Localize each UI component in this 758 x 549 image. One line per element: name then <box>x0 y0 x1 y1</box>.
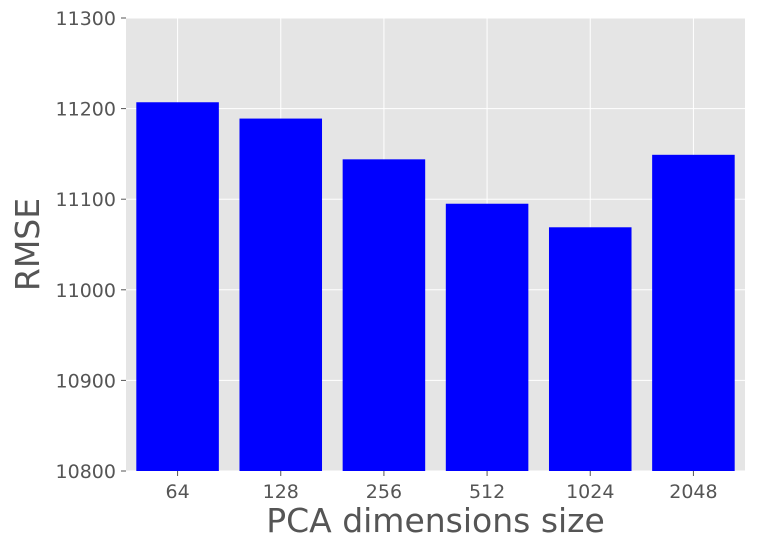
bar-2048 <box>652 154 735 471</box>
y-tick-label: 11100 <box>56 189 116 211</box>
bar-64 <box>136 102 219 472</box>
x-axis-ticks: 64 128 256 512 1024 2048 <box>165 471 718 503</box>
y-axis-label: RMSE <box>8 198 47 291</box>
x-axis-label: PCA dimensions size <box>266 501 605 540</box>
x-tick-label: 64 <box>165 481 189 503</box>
y-axis-ticks: 10800 10900 11000 11100 11200 11300 <box>56 8 126 483</box>
y-tick-label: 11200 <box>56 99 116 121</box>
y-tick-label: 11300 <box>56 8 116 30</box>
bar-256 <box>342 159 426 471</box>
x-tick-label: 128 <box>263 481 299 503</box>
bar-1024 <box>548 227 632 471</box>
x-tick-label: 1024 <box>566 481 614 503</box>
y-tick-label: 10800 <box>56 461 116 483</box>
x-tick-label: 512 <box>469 481 505 503</box>
y-tick-label: 10900 <box>56 370 116 392</box>
x-tick-label: 2048 <box>669 481 717 503</box>
bars <box>136 102 735 472</box>
plot-area <box>126 18 745 471</box>
x-tick-label: 256 <box>366 481 402 503</box>
bar-512 <box>445 203 529 472</box>
bar-128 <box>239 118 323 471</box>
y-tick-label: 11000 <box>56 280 116 302</box>
